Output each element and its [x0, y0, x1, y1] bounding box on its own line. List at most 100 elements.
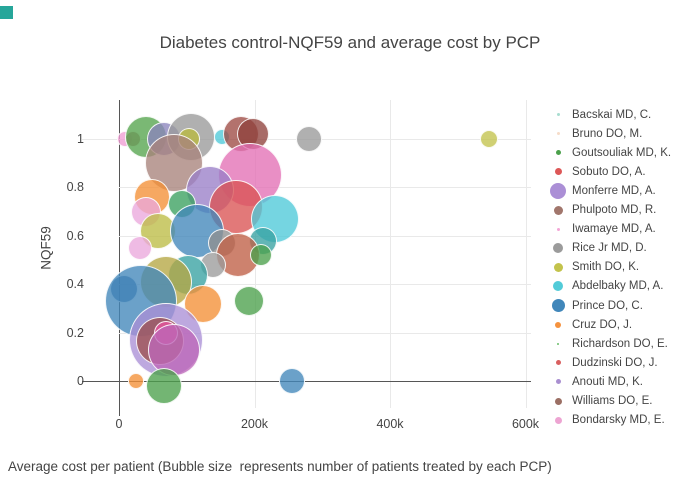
- bubble[interactable]: [128, 235, 152, 260]
- legend-marker-cell: [544, 205, 572, 215]
- horizontal-gridline: [119, 235, 531, 237]
- legend-item[interactable]: Cruz DO, J.: [544, 315, 700, 334]
- legend-item[interactable]: Iwamaye MD, A.: [544, 220, 700, 239]
- legend-marker-dot: [554, 168, 562, 176]
- y-tick-label: 0.8: [66, 180, 84, 195]
- y-tick-label: 0.6: [66, 228, 84, 243]
- legend-marker-dot: [553, 243, 563, 254]
- teal-corner-icon: [0, 6, 13, 19]
- legend-item-label: Goutsouliak MD, K.: [572, 146, 672, 159]
- legend-item-label: Cruz DO, J.: [572, 318, 633, 331]
- legend-marker-cell: [544, 168, 572, 176]
- legend-marker-cell: [544, 379, 572, 385]
- legend-marker-cell: [544, 321, 572, 328]
- y-tick-label: 0: [77, 374, 84, 388]
- legend-item-label: Richardson DO, E.: [572, 337, 668, 350]
- x-axis-caption: Average cost per patient (Bubble size re…: [8, 459, 552, 474]
- bubble[interactable]: [127, 373, 144, 389]
- legend-marker-dot: [555, 379, 561, 385]
- legend-marker-dot: [556, 227, 560, 231]
- y-axis-zero-line: [82, 381, 531, 382]
- legend-item-label: Anouti MD, K.: [572, 375, 643, 388]
- legend-marker-dot: [553, 281, 563, 292]
- legend-marker-cell: [544, 397, 572, 405]
- legend-item-label: Iwamaye MD, A.: [572, 223, 656, 236]
- legend-marker-cell: [544, 360, 572, 366]
- legend-marker-dot: [553, 262, 563, 272]
- legend-item[interactable]: Monferre MD, A.: [544, 181, 700, 200]
- bubble[interactable]: [184, 284, 222, 323]
- legend-item[interactable]: Abdelbaky MD, A.: [544, 277, 700, 296]
- legend-item[interactable]: Bacskai MD, C.: [544, 105, 700, 124]
- legend-item-label: Bacskai MD, C.: [572, 108, 652, 121]
- y-tick-label: 0.2: [66, 325, 84, 340]
- legend-marker-cell: [544, 342, 572, 345]
- chart-title: Diabetes control-NQF59 and average cost …: [159, 33, 541, 52]
- bubble[interactable]: [479, 130, 498, 148]
- horizontal-gridline: [119, 187, 531, 189]
- x-axis-zero-line: [119, 100, 120, 416]
- legend-marker-dot: [554, 397, 562, 405]
- legend-marker-dot: [550, 182, 566, 199]
- legend-item[interactable]: Rice Jr MD, D.: [544, 239, 700, 258]
- x-tick-label: 600k: [511, 417, 540, 431]
- legend-marker-dot: [553, 205, 563, 215]
- legend-item-label: Prince DO, C.: [572, 299, 643, 312]
- legend-marker-dot: [557, 342, 559, 345]
- legend-marker-dot: [555, 150, 561, 156]
- legend-marker-dot: [551, 299, 565, 312]
- legend-item-label: Monferre MD, A.: [572, 184, 656, 197]
- legend-item-label: Phulpoto MD, R.: [572, 204, 657, 216]
- legend-marker-dot: [556, 132, 560, 136]
- legend: Bacskai MD, C. Bruno DO, M. Goutsouliak MD…: [544, 105, 700, 430]
- legend-item[interactable]: Sobuto DO, A.: [544, 162, 700, 181]
- legend-item-label: Bondarsky MD, E.: [572, 414, 665, 427]
- legend-item[interactable]: Dudzinski DO, J.: [544, 353, 700, 372]
- legend-item[interactable]: Phulpoto MD, R.: [544, 201, 700, 220]
- legend-marker-dot: [555, 321, 561, 328]
- legend-marker-dot: [556, 113, 560, 116]
- legend-marker-cell: [544, 299, 572, 312]
- legend-marker-cell: [544, 243, 572, 254]
- vertical-gridline: [390, 100, 391, 408]
- vertical-gridline: [525, 100, 527, 408]
- legend-item-label: Williams DO, E.: [572, 395, 653, 407]
- legend-marker-cell: [544, 227, 572, 231]
- y-axis-title: NQF59: [38, 226, 54, 270]
- legend-marker-dot: [555, 360, 561, 366]
- horizontal-gridline: [119, 332, 531, 334]
- legend-item[interactable]: Prince DO, C.: [544, 296, 700, 315]
- legend-marker-dot: [554, 416, 562, 424]
- x-tick-label: 400k: [376, 417, 404, 431]
- bubble[interactable]: [278, 368, 305, 394]
- bubble[interactable]: [147, 323, 200, 376]
- legend-marker-cell: [544, 182, 572, 199]
- legend-marker-cell: [544, 262, 572, 272]
- legend-item[interactable]: Anouti MD, K.: [544, 372, 700, 391]
- horizontal-gridline: [119, 284, 531, 286]
- legend-item[interactable]: Richardson DO, E.: [544, 334, 700, 353]
- x-tick-label: 0: [115, 417, 123, 431]
- legend-item[interactable]: Bruno DO, M.: [544, 124, 700, 143]
- bubble[interactable]: [295, 126, 322, 152]
- bubble[interactable]: [234, 286, 265, 317]
- legend-item[interactable]: Bondarsky MD, E.: [544, 411, 700, 430]
- legend-item-label: Rice Jr MD, D.: [572, 242, 647, 255]
- legend-marker-cell: [544, 132, 572, 136]
- legend-item[interactable]: Goutsouliak MD, K.: [544, 143, 700, 162]
- legend-item[interactable]: Williams DO, E.: [544, 392, 700, 411]
- legend-item-label: Smith DO, K.: [572, 261, 640, 274]
- legend-item[interactable]: Smith DO, K.: [544, 258, 700, 277]
- y-tick-label: 1: [77, 132, 84, 146]
- legend-item-label: Dudzinski DO, J.: [572, 356, 658, 369]
- bubble[interactable]: [145, 367, 182, 404]
- x-tick-label: 200k: [240, 417, 269, 431]
- legend-marker-cell: [544, 113, 572, 116]
- legend-marker-cell: [544, 416, 572, 424]
- bubble[interactable]: [250, 244, 273, 267]
- legend-marker-cell: [544, 150, 572, 156]
- y-tick-label: 0.4: [66, 277, 84, 292]
- legend-item-label: Sobuto DO, A.: [572, 165, 646, 178]
